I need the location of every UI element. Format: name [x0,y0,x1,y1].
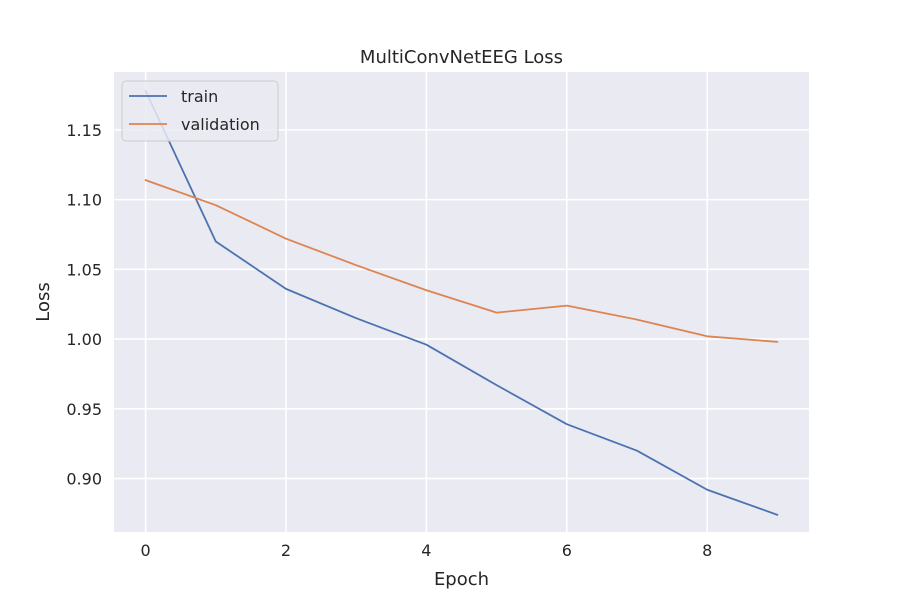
chart-title: MultiConvNetEEG Loss [360,47,563,68]
x-tick-label: 0 [140,541,150,560]
y-axis-label: Loss [33,282,54,321]
x-tick-label: 4 [421,541,431,560]
legend-label-validation: validation [181,115,260,134]
grid-lines [114,72,809,532]
tick-labels: 0 2 4 6 8 0.90 0.95 1.00 1.05 1.10 1.15 [66,121,712,560]
x-axis-label: Epoch [434,569,489,590]
y-tick-label: 1.10 [66,191,102,210]
series-line-validation [144,179,779,343]
y-tick-label: 1.00 [66,330,102,349]
x-tick-label: 8 [702,541,712,560]
legend-label-train: train [181,87,218,106]
y-tick-label: 0.95 [66,400,102,419]
x-tick-label: 6 [562,541,572,560]
series-layer [144,89,779,516]
y-tick-label: 1.15 [66,121,102,140]
y-tick-label: 1.05 [66,260,102,279]
legend: train validation [121,80,279,142]
y-tick-label: 0.90 [66,470,102,489]
series-line-train [144,89,779,516]
x-tick-label: 2 [281,541,291,560]
